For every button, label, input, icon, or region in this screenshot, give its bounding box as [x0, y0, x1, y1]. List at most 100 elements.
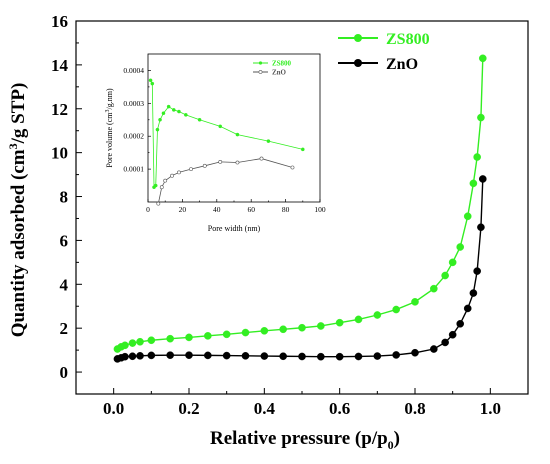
series-zs800-point [373, 311, 382, 319]
series-zs800-point [184, 113, 188, 117]
series-zno-point [204, 351, 212, 360]
series-zs800-point [150, 81, 155, 86]
series-zno-point [477, 223, 485, 232]
series-zno-point [185, 351, 193, 359]
y-tick-label: 8 [60, 188, 69, 207]
y-tick-label: 2 [60, 319, 69, 338]
series-zno-point [469, 289, 478, 297]
series-zno-point [159, 185, 164, 190]
series-zs800-point [204, 332, 212, 340]
series-zno-point [156, 201, 161, 206]
inset-y-axis-label: Pore volume (cm3/g.nm) [105, 88, 114, 168]
series-zno-point [177, 170, 181, 175]
main-legend: ZS800 ZnO [338, 31, 430, 73]
series-zno-point [317, 352, 325, 361]
series-zs800-point [222, 330, 231, 339]
series-zs800-point [473, 153, 481, 161]
inset-series-layer [148, 78, 305, 206]
series-zs800-point [177, 109, 181, 114]
x-tick-label: 80 [282, 205, 290, 214]
inset-legend-zs800-label: ZS800 [272, 60, 292, 68]
x-tick-label: 0 [146, 205, 150, 214]
legend-zno-marker [354, 59, 362, 67]
x-tick-label: 20 [179, 205, 187, 214]
inset-y-axis-label-text: Pore volume (cm [105, 112, 114, 168]
x-axis-label-text: Relative pressure (p/p [210, 428, 388, 449]
series-zno-point [290, 165, 295, 170]
series-zs800-point [235, 132, 240, 137]
series-zno-point [147, 351, 156, 360]
series-zs800-point [317, 322, 325, 330]
series-zs800-point [335, 318, 344, 327]
y-tick-label: 0.0004 [123, 66, 144, 75]
series-zs800-point [430, 284, 438, 293]
x-tick-label: 40 [213, 205, 221, 214]
y-tick-label: 16 [51, 12, 68, 31]
series-zno-point [259, 156, 264, 161]
series-zno-point [335, 352, 344, 361]
series-zno-point [279, 352, 287, 361]
series-zs800-point [241, 328, 250, 337]
inset-legend-zs800-marker [258, 61, 263, 65]
legend-zs800-marker [354, 34, 362, 42]
series-zs800-point [128, 339, 137, 347]
inset-background [148, 54, 320, 202]
legend-zs800-label: ZS800 [386, 31, 430, 48]
series-zs800-point [155, 127, 160, 132]
series-zs800-point [411, 298, 419, 306]
series-zs800-point [463, 212, 472, 221]
series-zs800-point [392, 305, 400, 314]
y-tick-label: 12 [51, 100, 68, 119]
series-zs800-point [456, 243, 465, 251]
series-zno-point [136, 352, 144, 360]
series-zs800-point [354, 315, 363, 324]
x-tick-label: 0.8 [404, 399, 425, 418]
series-zno-point [170, 173, 174, 178]
inset-y-axis-label-superscript: 3 [105, 110, 111, 113]
y-axis-label: Quantity adsorbed (cm3/g STP) [6, 83, 29, 338]
y-axis-label-text: Quantity adsorbed (cm [8, 149, 29, 337]
main-axis-ticks: 0.0 0.2 0.4 0.6 0.8 1.0 0 2 4 6 8 10 12 14 16 [51, 12, 501, 418]
series-zno-line [117, 178, 484, 360]
series-zno-point [241, 352, 250, 360]
series-zs800-point [266, 139, 271, 143]
inset-axis-ticks: 0 20 40 60 80 100 0.0001 0.0002 0.0003 0.0004 [123, 66, 326, 214]
series-zs800-point [197, 117, 202, 122]
series-zno-point [478, 175, 487, 183]
series-zno-point [235, 160, 240, 165]
y-axis-label-unit: /g STP) [8, 83, 29, 145]
x-tick-label: 0.2 [178, 399, 199, 418]
inset-x-axis-label: Pore width (nm) [208, 224, 261, 233]
series-zs800-point [478, 54, 487, 63]
series-zs800-point [300, 147, 305, 152]
series-zno-point [222, 351, 231, 360]
x-tick-label: 1.0 [480, 399, 501, 418]
series-zno-point [128, 352, 137, 361]
y-tick-label: 6 [60, 231, 69, 250]
series-zno-point [448, 330, 457, 339]
inset-legend: ZS800 ZnO [253, 60, 292, 77]
x-tick-label: 100 [314, 205, 326, 214]
series-zs800-point [448, 258, 457, 267]
series-zs800-point [260, 327, 269, 335]
series-zs800-point [441, 271, 449, 280]
legend-zno-label: ZnO [386, 56, 418, 73]
series-zs800-point [148, 78, 153, 83]
series-zno-point [298, 352, 306, 361]
series-zs800-point [121, 341, 129, 350]
series-zs800-point [166, 334, 174, 343]
series-zno-point [354, 352, 363, 361]
x-tick-label: 0.0 [103, 399, 124, 418]
series-zs800-point [147, 336, 156, 345]
series-zno-point [463, 304, 472, 313]
y-tick-label: 0.0002 [123, 132, 144, 141]
series-zs800-point [279, 325, 287, 334]
series-zno-point [473, 267, 481, 275]
series-zs800-point [136, 337, 144, 346]
x-axis-label: Relative pressure (p/p0) [210, 428, 400, 452]
series-zs800-point [166, 104, 171, 109]
series-zno-point [411, 348, 419, 357]
y-tick-label: 0 [60, 363, 69, 382]
inset-legend-zno-label: ZnO [272, 69, 287, 77]
